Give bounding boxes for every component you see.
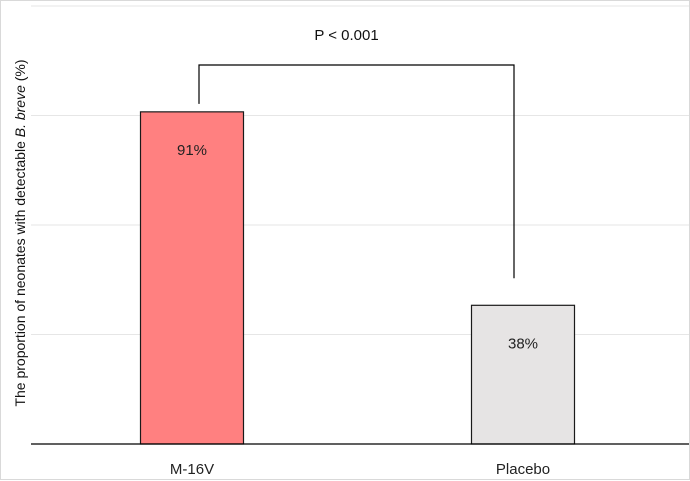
- gridlines: [31, 5, 689, 335]
- bars: [139, 111, 576, 445]
- x-tick-labels: M-16V Placebo: [170, 461, 550, 478]
- y-axis-title: The proportion of neonates with detectab…: [12, 59, 28, 406]
- data-labels: 91% 38%: [177, 142, 538, 352]
- bar-placebo: [470, 304, 576, 445]
- y-axis-title-suffix: (%): [12, 59, 28, 85]
- significance-bracket: [198, 64, 515, 279]
- data-label: 38%: [508, 335, 538, 352]
- bar-m-16v: [139, 111, 245, 445]
- y-axis-title-italic: B. breve: [12, 85, 28, 137]
- data-label: 91%: [177, 142, 207, 159]
- x-tick-label: Placebo: [496, 461, 550, 478]
- significance-label: P < 0.001: [314, 27, 378, 44]
- y-axis-title-prefix: The proportion of neonates with detectab…: [12, 137, 28, 406]
- x-tick-label: M-16V: [170, 461, 214, 478]
